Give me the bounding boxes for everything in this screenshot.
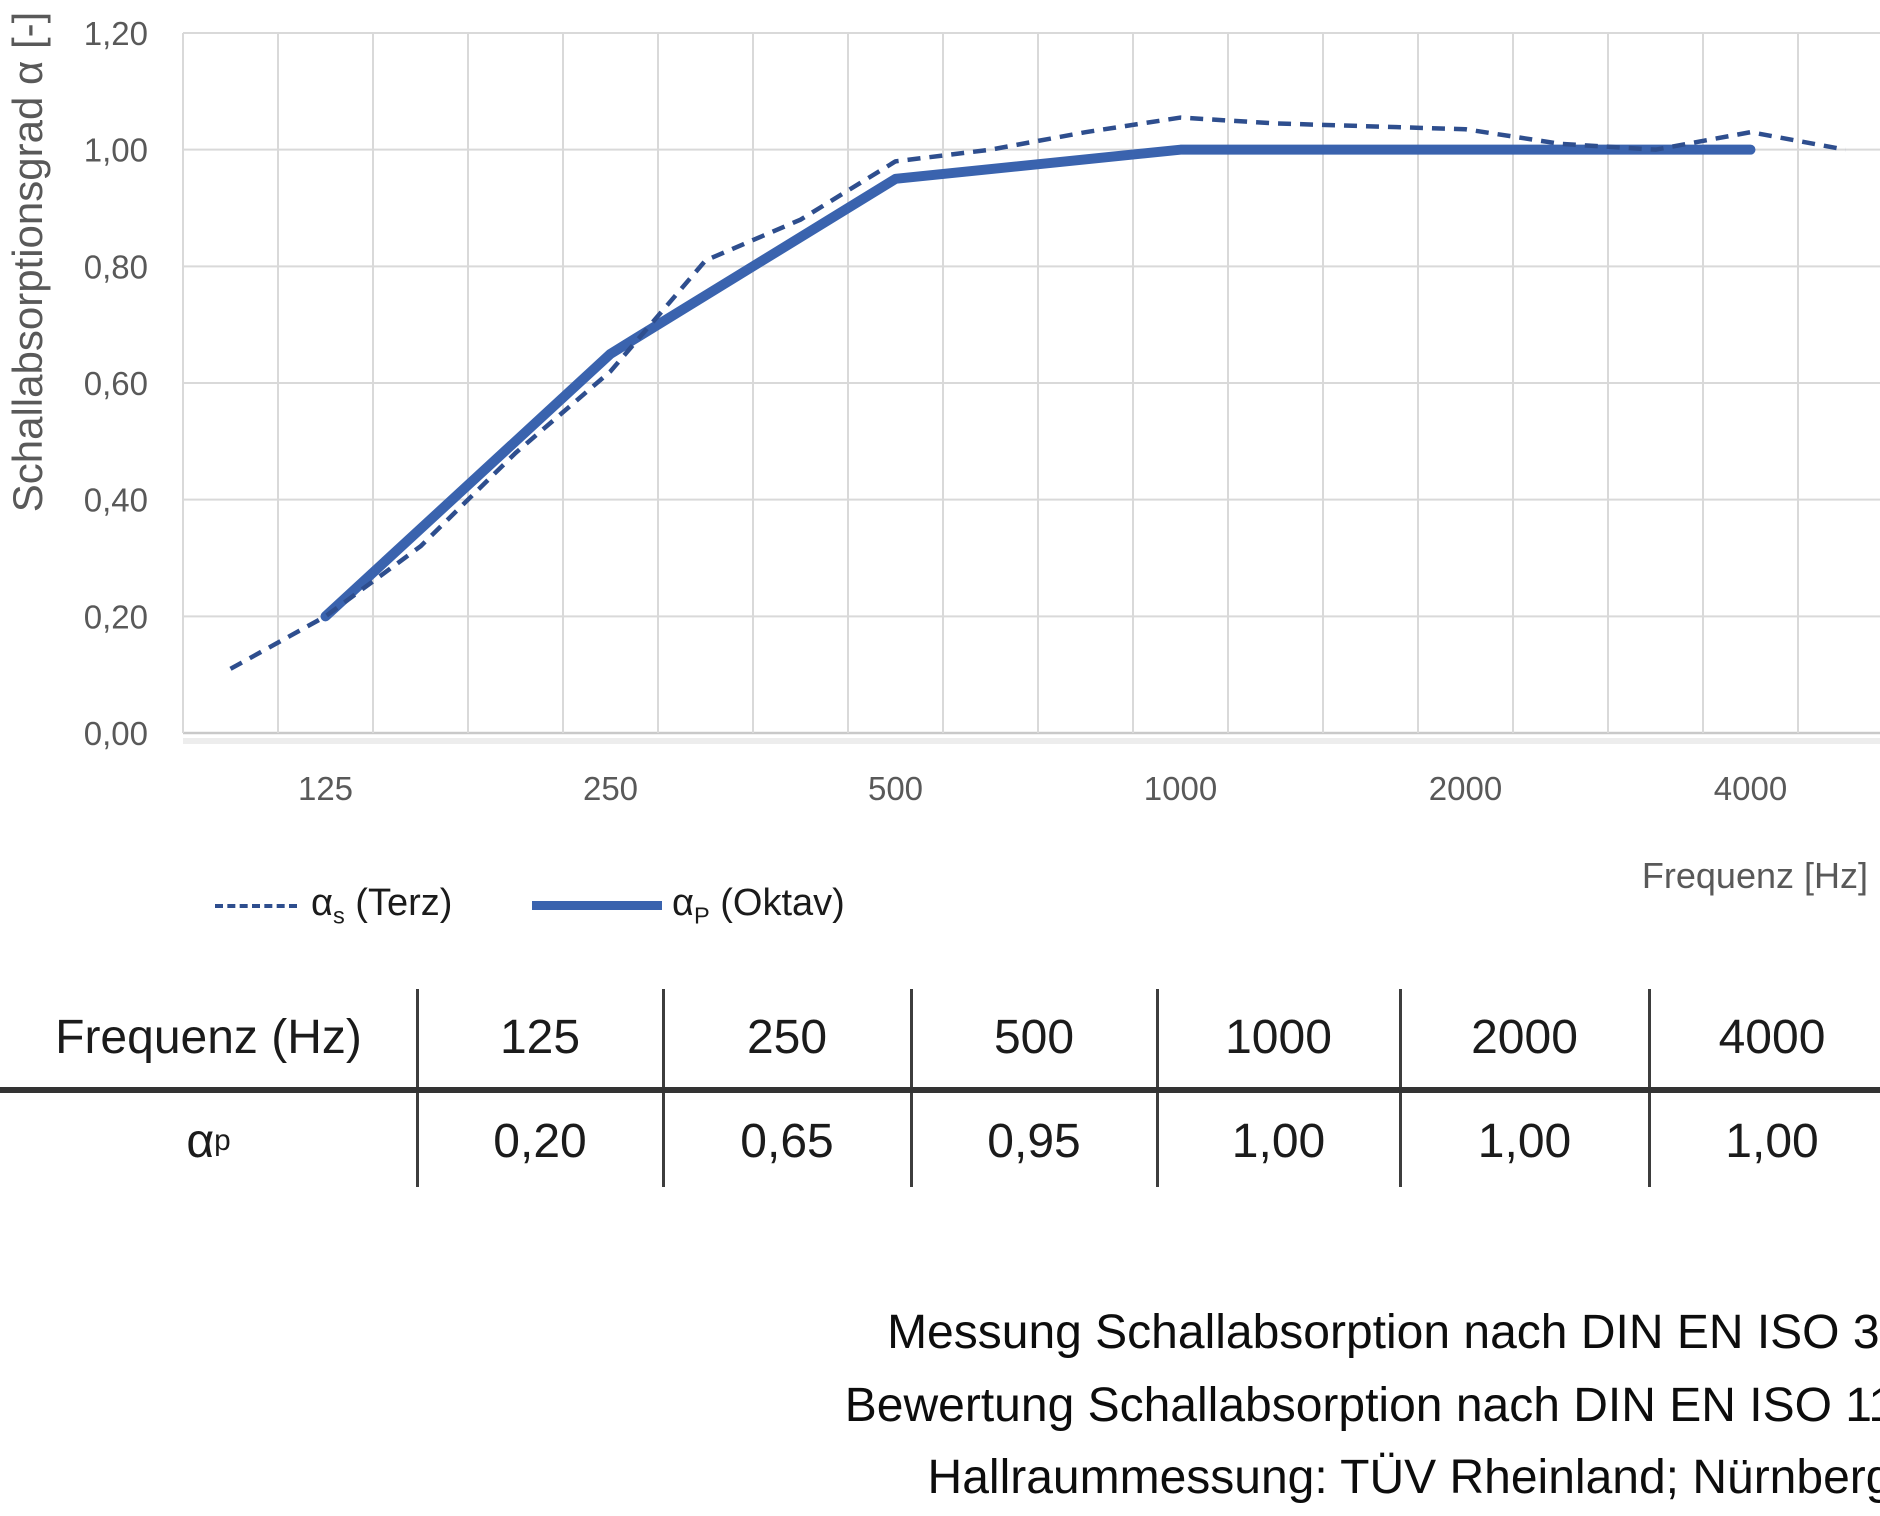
x-tick-label: 4000 xyxy=(1714,770,1787,807)
y-tick-label: 1,00 xyxy=(84,132,148,169)
oktav-series-line xyxy=(320,144,1756,622)
terz-series-line xyxy=(229,115,1846,671)
y-tick-label: 1,20 xyxy=(84,15,148,52)
dashed-line-swatch-icon xyxy=(215,903,297,908)
table-value-cell: 1,00 xyxy=(1477,1114,1572,1168)
y-tick-label: 0,80 xyxy=(84,248,148,285)
table-header-value: 1000 xyxy=(1225,1010,1332,1064)
y-tick-label: 0,00 xyxy=(84,715,148,752)
table-header-value: 4000 xyxy=(1718,1010,1826,1064)
table-value-cell: 1,00 xyxy=(1725,1114,1819,1168)
x-tick-label: 1000 xyxy=(1144,770,1217,807)
legend-label-oktav: αP (Oktav) xyxy=(672,882,845,929)
y-axis-title: Schallabsorptionsgrad α [-] xyxy=(4,12,51,513)
table-value-cell: 1,00 xyxy=(1231,1114,1326,1168)
legend-label-terz: αs (Terz) xyxy=(311,882,453,929)
chart-series xyxy=(229,115,1846,671)
table-value-cell: 0,65 xyxy=(740,1114,834,1168)
chart-axis-labels: 0,00 0,20 0,40 0,60 0,80 1,00 1,20 125 250 500 100… xyxy=(4,12,1787,807)
y-tick-label: 0,20 xyxy=(84,598,148,635)
footnote-text: Messung Schallabsorption nach DIN EN ISO… xyxy=(600,1297,1880,1515)
table-header-value: 2000 xyxy=(1471,1010,1578,1064)
x-tick-label: 125 xyxy=(298,770,353,807)
x-tick-label: 500 xyxy=(868,770,923,807)
table-value-cell: 0,95 xyxy=(987,1114,1081,1168)
x-axis-title: Frequenz [Hz] xyxy=(1641,855,1868,896)
chart-gridlines xyxy=(182,32,1880,744)
absorption-chart: 0,00 0,20 0,40 0,60 0,80 1,00 1,20 125 250 500 100… xyxy=(4,12,1880,807)
legend-item-oktav: αP (Oktav) xyxy=(532,882,845,930)
footnote-line: Hallraummessung: TÜV Rheinland; Nürnberg xyxy=(927,1451,1880,1504)
solid-line-swatch-icon xyxy=(532,901,662,911)
table-header-frequency: Frequenz (Hz) xyxy=(55,1010,362,1064)
y-tick-label: 0,40 xyxy=(84,482,148,519)
table-value-cell: 0,20 xyxy=(493,1114,587,1168)
table-header-value: 500 xyxy=(993,1010,1075,1064)
footnote-line: Bewertung Schallabsorption nach DIN EN I… xyxy=(844,1378,1880,1432)
x-tick-label: 2000 xyxy=(1429,770,1502,807)
table-header-value: 125 xyxy=(499,1010,581,1064)
footnote-line: Messung Schallabsorption nach DIN EN ISO… xyxy=(887,1306,1880,1359)
x-tick-label: 250 xyxy=(583,770,638,807)
table-header-value: 250 xyxy=(746,1010,828,1064)
legend-item-terz: αs (Terz) xyxy=(215,882,452,930)
table-header-divider xyxy=(0,1087,1880,1093)
y-tick-label: 0,60 xyxy=(84,365,148,402)
